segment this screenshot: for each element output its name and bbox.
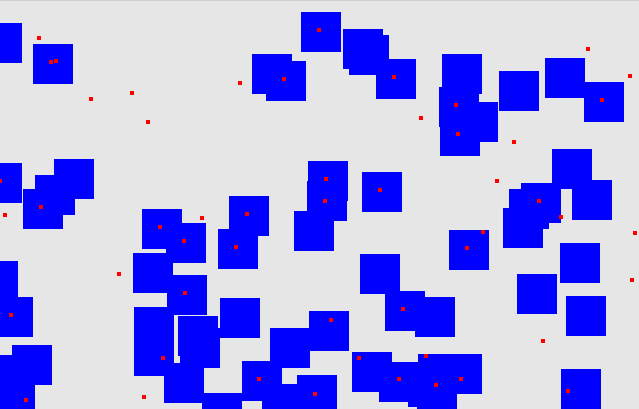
- blue-block: [499, 71, 539, 111]
- red-dot: [317, 28, 321, 32]
- blue-block: [560, 243, 600, 283]
- red-dot: [9, 313, 13, 317]
- red-dot: [633, 231, 637, 235]
- red-dot: [424, 354, 428, 358]
- red-dot: [465, 246, 469, 250]
- blue-block: [133, 253, 173, 293]
- blue-block: [0, 379, 35, 409]
- red-dot: [130, 91, 134, 95]
- blue-block: [164, 363, 204, 403]
- blue-block: [0, 261, 18, 301]
- red-dot: [628, 74, 632, 78]
- red-dot: [600, 98, 604, 102]
- red-dot: [434, 383, 438, 387]
- blue-block: [545, 58, 585, 98]
- red-dot: [200, 216, 204, 220]
- blue-block: [517, 274, 557, 314]
- red-dot: [146, 120, 150, 124]
- blue-block: [202, 393, 242, 409]
- red-dot: [357, 356, 361, 360]
- red-dot: [566, 389, 570, 393]
- blue-block: [309, 311, 349, 351]
- red-dot: [39, 205, 43, 209]
- red-dot: [454, 103, 458, 107]
- blue-block: [0, 23, 22, 63]
- red-dot: [0, 179, 2, 183]
- red-dot: [630, 278, 634, 282]
- red-dot: [397, 377, 401, 381]
- blue-block: [572, 180, 612, 220]
- red-dot: [161, 356, 165, 360]
- red-dot: [378, 188, 382, 192]
- red-dot: [324, 177, 328, 181]
- blue-block: [0, 297, 33, 337]
- red-dot: [49, 60, 53, 64]
- blue-block: [294, 211, 334, 251]
- blue-block: [262, 384, 302, 409]
- red-dot: [37, 36, 41, 40]
- red-dot: [234, 245, 238, 249]
- red-dot: [245, 212, 249, 216]
- red-dot: [481, 230, 485, 234]
- red-dot: [158, 225, 162, 229]
- red-dot: [182, 239, 186, 243]
- red-dot: [401, 307, 405, 311]
- blue-block: [220, 298, 260, 338]
- red-dot: [3, 213, 7, 217]
- red-dot: [392, 75, 396, 79]
- red-dot: [419, 116, 423, 120]
- blue-block: [417, 378, 457, 409]
- red-dot: [537, 199, 541, 203]
- blue-block: [415, 297, 455, 337]
- blue-block: [360, 254, 400, 294]
- red-dot: [329, 318, 333, 322]
- red-dot: [559, 215, 563, 219]
- red-dot: [323, 199, 327, 203]
- red-dot: [459, 377, 463, 381]
- red-dot: [313, 392, 317, 396]
- red-dot: [282, 77, 286, 81]
- red-dot: [24, 398, 28, 402]
- red-dot: [257, 377, 261, 381]
- red-dot: [512, 140, 516, 144]
- blue-block: [0, 163, 22, 203]
- red-dot: [89, 97, 93, 101]
- red-dot: [456, 132, 460, 136]
- blue-block: [180, 328, 220, 368]
- red-dot: [541, 339, 545, 343]
- blue-block: [503, 208, 543, 248]
- red-dot: [117, 272, 121, 276]
- red-dot: [586, 47, 590, 51]
- red-dot: [238, 81, 242, 85]
- red-dot: [183, 291, 187, 295]
- red-dot: [495, 179, 499, 183]
- red-dot: [142, 395, 146, 399]
- red-dot: [54, 59, 58, 63]
- blue-block: [566, 296, 606, 336]
